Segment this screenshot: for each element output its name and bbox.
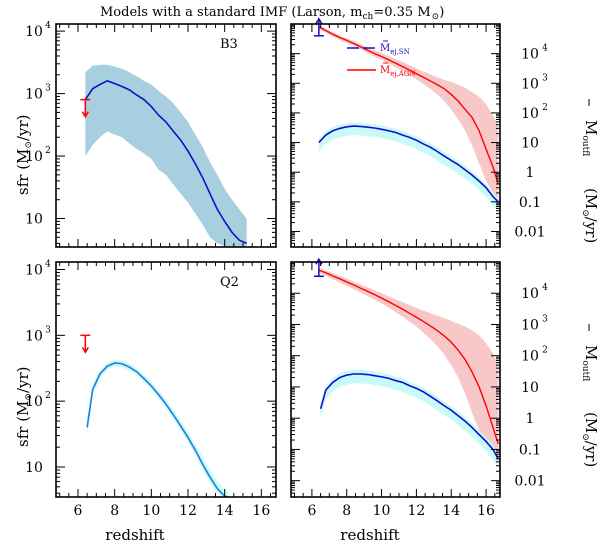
y-tick-label: 10 bbox=[521, 76, 539, 92]
y-tick-label: 1 bbox=[526, 411, 535, 427]
y-tick-label: 10 bbox=[521, 106, 539, 122]
sfr-line bbox=[86, 362, 229, 497]
legend-agn-label: Mej,AGN bbox=[380, 65, 416, 78]
upper-limit-marker bbox=[80, 334, 91, 354]
panel-label: Q2 bbox=[220, 275, 239, 290]
x-tick-label: 14 bbox=[442, 503, 460, 519]
y-tick-exponent: 4 bbox=[542, 44, 548, 54]
right-ylabel-top: Moutfl (M⊙/yr) bbox=[580, 99, 600, 243]
y-tick-label: 10 bbox=[25, 149, 43, 165]
plot-frame bbox=[55, 261, 277, 498]
sn-outflow-line bbox=[318, 125, 499, 203]
agn-uncertainty-band bbox=[318, 24, 499, 202]
x-tick-label: 12 bbox=[179, 503, 197, 519]
agn-outflow-line bbox=[318, 26, 499, 185]
y-tick-label: 10 bbox=[25, 460, 43, 476]
y-tick-label: 0.1 bbox=[519, 442, 541, 458]
y-tick-exponent: 2 bbox=[542, 346, 548, 356]
y-tick-label: 0.01 bbox=[514, 474, 545, 490]
x-tick-label: 16 bbox=[477, 503, 495, 519]
figure-title: Models with a standard IMF (Larson, mch=… bbox=[100, 5, 444, 22]
x-tick-label: 16 bbox=[252, 503, 270, 519]
plot-frame bbox=[290, 23, 501, 248]
sfr-uncertainty-band bbox=[87, 360, 229, 497]
agn-uncertainty-band bbox=[318, 267, 499, 466]
svg-text:Moutfl: Moutfl bbox=[580, 120, 600, 156]
panel-label: B3 bbox=[220, 37, 238, 52]
y-tick-label: 10 bbox=[25, 212, 43, 228]
y-tick-exponent: 2 bbox=[45, 391, 51, 401]
x-tick-label: 6 bbox=[74, 503, 83, 519]
y-tick-label: 10 bbox=[25, 394, 43, 410]
upper-limit-marker bbox=[313, 17, 324, 37]
y-tick-label: 10 bbox=[25, 87, 43, 103]
y-tick-label: 10 bbox=[521, 136, 539, 152]
x-tick-label: 8 bbox=[342, 503, 351, 519]
x-tick-label: 14 bbox=[216, 503, 234, 519]
y-tick-label: 10 bbox=[521, 317, 539, 333]
y-tick-label: 10 bbox=[521, 349, 539, 365]
xlabel-left: redshift bbox=[105, 526, 164, 544]
y-tick-label: 10 bbox=[521, 380, 539, 396]
y-tick-exponent: 3 bbox=[45, 84, 51, 94]
y-tick-label: 10 bbox=[25, 263, 43, 279]
legend: Mej,SN Mej,AGN bbox=[347, 40, 416, 78]
y-tick-exponent: 2 bbox=[542, 103, 548, 113]
x-tick-label: 8 bbox=[110, 503, 119, 519]
upper-limit-marker bbox=[80, 98, 91, 119]
y-tick-exponent: 4 bbox=[45, 21, 51, 31]
plot-frame bbox=[290, 261, 501, 498]
sfr-uncertainty-band bbox=[85, 64, 247, 247]
xlabel-right: redshift bbox=[340, 526, 399, 544]
sn-outflow-line bbox=[319, 373, 499, 460]
y-tick-label: 0.1 bbox=[519, 195, 541, 211]
y-tick-exponent: 4 bbox=[45, 260, 51, 270]
plot-frame bbox=[55, 23, 277, 248]
sfr-line bbox=[84, 79, 247, 245]
agn-outflow-line bbox=[318, 269, 499, 445]
svg-text:(M⊙/yr): (M⊙/yr) bbox=[580, 188, 600, 243]
legend-sn-label: Mej,SN bbox=[380, 43, 410, 56]
svg-text:Moutfl: Moutfl bbox=[580, 345, 600, 381]
y-tick-exponent: 2 bbox=[45, 146, 51, 156]
svg-text:(M⊙/yr): (M⊙/yr) bbox=[580, 412, 600, 467]
left-ylabel-bottom: sfr (M⊙/yr) bbox=[14, 366, 34, 447]
right-ylabel-bottom: Moutfl (M⊙/yr) bbox=[580, 324, 600, 467]
left-ylabel-top: sfr (M⊙/yr) bbox=[14, 114, 34, 195]
x-tick-label: 10 bbox=[142, 503, 160, 519]
y-tick-exponent: 3 bbox=[542, 314, 548, 324]
y-tick-exponent: 3 bbox=[542, 73, 548, 83]
y-tick-label: 10 bbox=[521, 286, 539, 302]
y-tick-exponent: 4 bbox=[542, 283, 548, 293]
sn-uncertainty-band bbox=[318, 122, 499, 211]
y-tick-label: 0.01 bbox=[514, 225, 545, 241]
y-tick-exponent: 3 bbox=[45, 325, 51, 335]
x-tick-label: 6 bbox=[307, 503, 316, 519]
y-tick-label: 1 bbox=[526, 165, 535, 181]
x-tick-label: 12 bbox=[407, 503, 425, 519]
y-tick-label: 10 bbox=[521, 47, 539, 63]
y-tick-label: 10 bbox=[25, 328, 43, 344]
x-tick-label: 10 bbox=[373, 503, 391, 519]
y-tick-label: 10 bbox=[25, 24, 43, 40]
